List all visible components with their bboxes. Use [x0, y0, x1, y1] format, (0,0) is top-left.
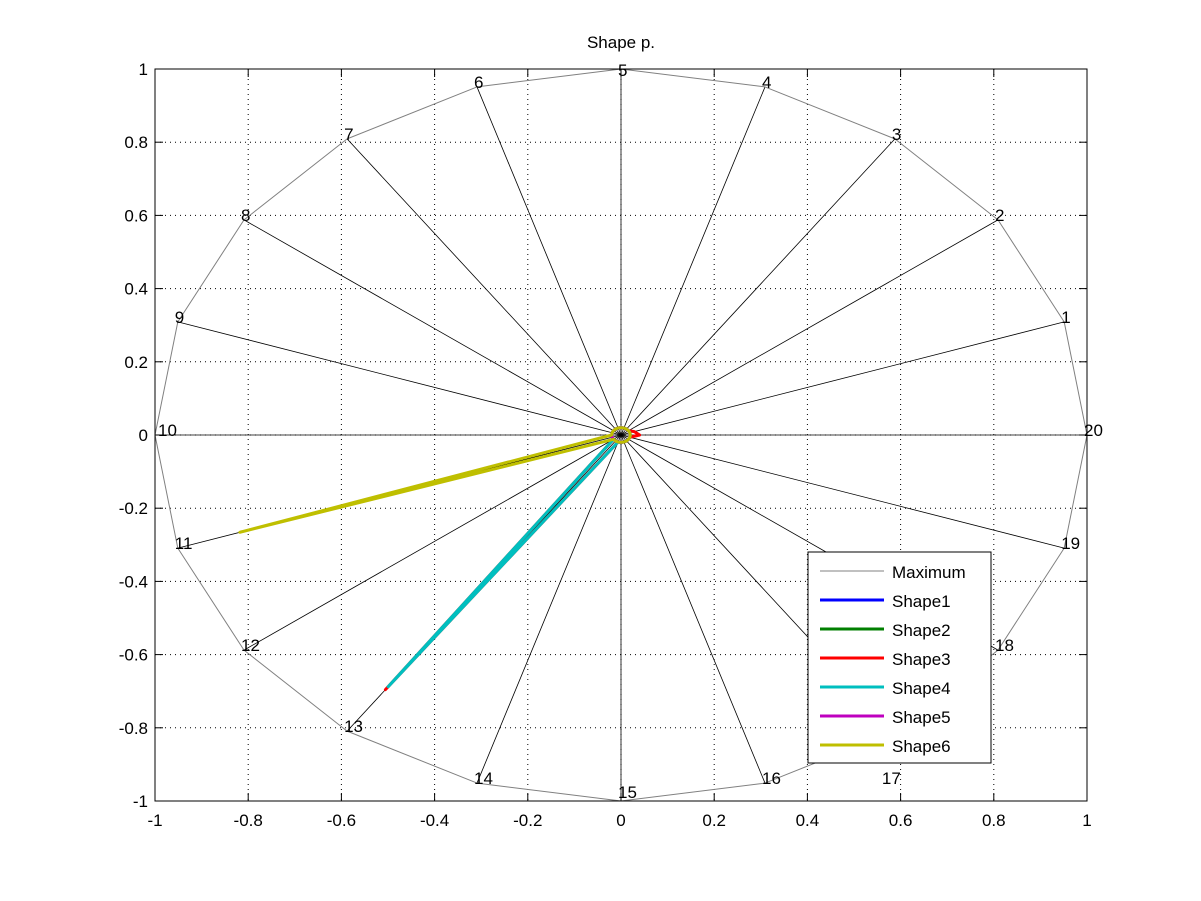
x-tick-label: 0.6: [889, 811, 913, 830]
x-tick-label: -0.8: [234, 811, 263, 830]
spoke-label-7: 7: [344, 125, 353, 144]
spoke-8: [243, 219, 622, 436]
spoke-label-14: 14: [474, 769, 493, 788]
legend-label-shape4: Shape4: [892, 679, 951, 698]
x-tick-label: -0.6: [327, 811, 356, 830]
spoke-label-20: 20: [1084, 421, 1103, 440]
spoke-19: [620, 434, 1065, 549]
spoke-label-15: 15: [618, 783, 637, 802]
spokes: [155, 69, 1087, 801]
legend-label-shape2: Shape2: [892, 621, 951, 640]
legend-label-shape3: Shape3: [892, 650, 951, 669]
spoke-label-5: 5: [618, 61, 627, 80]
spoke-label-16: 16: [762, 769, 781, 788]
spoke-1: [620, 321, 1065, 436]
legend-label-shape1: Shape1: [892, 592, 951, 611]
spoke-label-6: 6: [474, 73, 483, 92]
y-tick-label: 0.8: [124, 133, 148, 152]
spoke-label-12: 12: [241, 636, 260, 655]
spoke-label-8: 8: [241, 206, 250, 225]
spoke-label-3: 3: [892, 125, 901, 144]
x-tick-label: 0.4: [796, 811, 820, 830]
y-tick-label: 0: [139, 426, 148, 445]
legend: Maximum Shape1 Shape2 Shape3 Shape4 Shape5 Sha…: [807, 551, 992, 764]
x-tick-label: -1: [147, 811, 162, 830]
spoke-2: [620, 219, 999, 436]
y-tick-label: 1: [139, 60, 148, 79]
y-tick-label: -1: [133, 792, 148, 811]
spoke-label-9: 9: [175, 308, 184, 327]
x-tick-label: 0: [616, 811, 625, 830]
spoke-9: [177, 321, 622, 436]
spoke-label-1: 1: [1061, 308, 1070, 327]
legend-label-shape6: Shape6: [892, 737, 951, 756]
spoke-12: [243, 434, 622, 651]
y-tick-label: 0.4: [124, 280, 148, 299]
spoke-label-4: 4: [762, 73, 771, 92]
x-tick-label: 0.2: [702, 811, 726, 830]
x-tick-label: -0.2: [513, 811, 542, 830]
spoke-label-18: 18: [995, 636, 1014, 655]
y-tick-label: -0.6: [119, 646, 148, 665]
spoke-7: [346, 138, 622, 436]
x-tick-label: 1: [1082, 811, 1091, 830]
spoke-4: [620, 86, 766, 436]
legend-label-shape5: Shape5: [892, 708, 951, 727]
spoke-label-17: 17: [882, 769, 901, 788]
spoke-label-10: 10: [158, 421, 177, 440]
y-tick-label: 0.2: [124, 353, 148, 372]
series-shape6: [238, 426, 632, 534]
spoke-label-19: 19: [1061, 534, 1080, 553]
spoke-3: [620, 138, 896, 436]
y-tick-label: 0.6: [124, 206, 148, 225]
spoke-label-11: 11: [175, 534, 193, 553]
spoke-16: [620, 434, 766, 784]
spoke-label-2: 2: [995, 206, 1004, 225]
y-tick-label: -0.2: [119, 499, 148, 518]
x-tick-label: 0.8: [982, 811, 1006, 830]
spoke-6: [476, 86, 622, 436]
axes-box: [154, 68, 1088, 802]
spoke-label-13: 13: [344, 717, 363, 736]
ticks: -1 -0.8 -0.6 -0.4 -0.2 0 0.2 0.4 0.6 0.8 1 -1 -0.8 -0…: [119, 60, 1092, 830]
y-tick-label: -0.4: [119, 572, 148, 591]
chart-title: Shape p.: [587, 33, 655, 52]
y-tick-label: -0.8: [119, 719, 148, 738]
spoke-14: [476, 434, 622, 784]
x-tick-label: -0.4: [420, 811, 449, 830]
legend-label-maximum: Maximum: [892, 563, 966, 582]
